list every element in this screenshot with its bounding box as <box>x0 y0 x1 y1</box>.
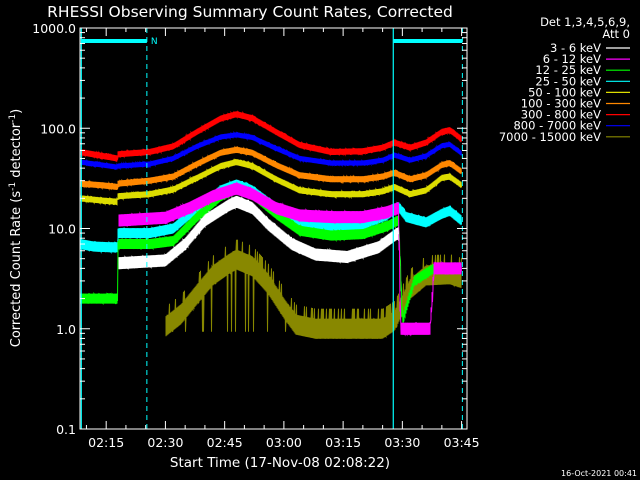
x-tick-label-2: 02:45 <box>207 435 243 450</box>
y-axis-title-part-1: Corrected Count Rate (s <box>9 191 24 348</box>
x-axis-title: Start Time (17-Nov-08 02:08:22) <box>170 455 390 471</box>
x-tick-label-1: 02:30 <box>147 435 183 450</box>
series-layer <box>80 110 462 340</box>
legend-label-0: 3 - 6 keV <box>550 41 601 55</box>
interval-bar-label: N <box>151 37 158 47</box>
x-tick-label-6: 03:45 <box>444 435 480 450</box>
x-tick-label-5: 03:30 <box>384 435 420 450</box>
x-tick-label-0: 02:15 <box>88 435 124 450</box>
chart-title: RHESSI Observing Summary Count Rates, Co… <box>47 3 453 21</box>
y-axis-title-part-2: detector <box>9 122 24 182</box>
legend-label-4: 50 - 100 keV <box>528 85 601 99</box>
legend-header-line-1: Det 1,3,4,5,6,9, <box>540 15 630 29</box>
legend-label-6: 300 - 800 keV <box>521 108 601 122</box>
series-line-5 <box>80 145 462 191</box>
legend-header-line-2: Att 0 <box>602 27 630 41</box>
legend-label-7: 800 - 7000 keV <box>513 119 601 133</box>
series-line-6 <box>80 110 462 163</box>
series-line-0 <box>118 195 399 270</box>
y-axis-title: Corrected Count Rate (s-1 detector-1) <box>8 109 24 347</box>
y-axis-title-exponent-1: -1 <box>8 182 18 191</box>
y-tick-label-0: 0.1 <box>56 422 76 437</box>
legend-label-5: 100 - 300 keV <box>521 97 601 111</box>
legend-label-2: 12 - 25 keV <box>535 63 601 77</box>
legend-label-1: 6 - 12 keV <box>543 52 601 66</box>
generation-timestamp: 16-Oct-2021 00:41 <box>561 469 637 478</box>
x-tick-label-3: 03:00 <box>266 435 302 450</box>
series-line-1 <box>118 181 462 337</box>
y-tick-label-2: 10.0 <box>48 222 76 237</box>
y-axis-title-exponent-2: -1 <box>8 114 18 123</box>
series-line-4 <box>80 158 462 206</box>
y-axis: 0.1 1.0 10.0 100.0 1000.0 <box>32 21 467 437</box>
y-tick-label-4: 1000.0 <box>32 21 76 36</box>
x-axis: 02:15 02:30 02:45 03:00 03:15 03:30 03:45 <box>85 28 480 450</box>
y-axis-title-part-3: ) <box>9 109 24 114</box>
y-tick-label-3: 100.0 <box>40 121 76 136</box>
legend-label-3: 25 - 50 keV <box>535 74 601 88</box>
legend-label-8: 7000 - 15000 keV <box>499 130 601 144</box>
y-tick-label-1: 1.0 <box>56 322 76 337</box>
series-line-7 <box>80 130 462 171</box>
x-tick-label-4: 03:15 <box>325 435 361 450</box>
series-line-8 <box>165 239 462 340</box>
